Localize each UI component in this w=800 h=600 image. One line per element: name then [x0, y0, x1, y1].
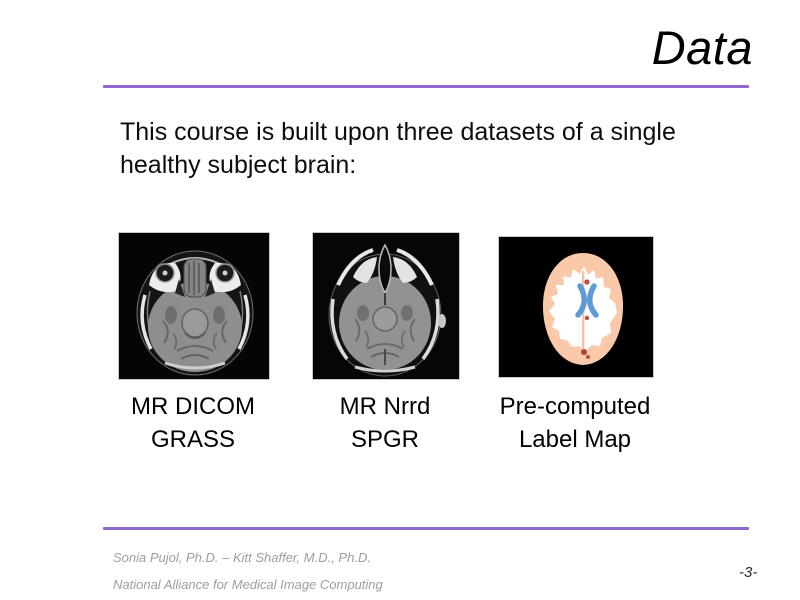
- bottom-divider-line: [103, 527, 749, 530]
- axial-brain-mri-spgr-scan-image: [313, 233, 459, 379]
- caption-labelmap: Pre-computed Label Map: [478, 390, 672, 456]
- dataset-figure-grass: [118, 232, 270, 380]
- page-number: -3-: [739, 564, 758, 581]
- footer-authors: Sonia Pujol, Ph.D. – Kitt Shaffer, M.D.,…: [113, 550, 371, 565]
- caption-labelmap-line1: Pre-computed: [499, 393, 651, 420]
- axial-brain-label-map-image: [499, 237, 653, 377]
- intro-text: This course is built upon three datasets…: [120, 118, 676, 179]
- caption-grass-line2: GRASS: [150, 426, 236, 453]
- footer-organization: National Alliance for Medical Image Comp…: [113, 577, 383, 592]
- dataset-figure-spgr: [312, 232, 460, 380]
- caption-grass: MR DICOM GRASS: [108, 390, 278, 456]
- caption-spgr-line1: MR Nrrd: [339, 393, 431, 420]
- slide-title: Data: [651, 21, 753, 74]
- axial-brain-mri-grass-scan-image: [119, 233, 269, 379]
- caption-grass-line1: MR DICOM: [131, 393, 255, 420]
- caption-spgr-line2: SPGR: [350, 426, 419, 453]
- caption-labelmap-line2: Label Map: [518, 426, 632, 453]
- top-divider-line: [103, 85, 749, 88]
- footer: Sonia Pujol, Ph.D. – Kitt Shaffer, M.D.,…: [113, 544, 383, 598]
- caption-spgr: MR Nrrd SPGR: [307, 390, 463, 456]
- dataset-figure-labelmap: [498, 236, 654, 378]
